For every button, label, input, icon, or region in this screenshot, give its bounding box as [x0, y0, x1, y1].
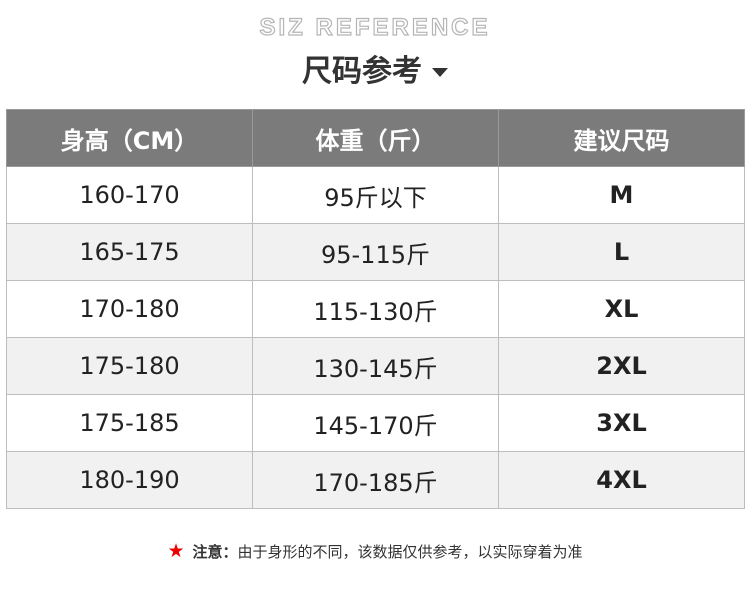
- table-row: 165-175 95-115斤 L: [6, 223, 745, 281]
- cell-weight: 115-130斤: [252, 280, 499, 338]
- column-header-height: 身高（CM）: [6, 109, 253, 167]
- table-row: 175-180 130-145斤 2XL: [6, 337, 745, 395]
- cell-weight: 130-145斤: [252, 337, 499, 395]
- table-row: 160-170 95斤以下 M: [6, 166, 745, 224]
- title-text: 尺码参考: [302, 54, 422, 89]
- cell-weight: 145-170斤: [252, 394, 499, 452]
- note: ★ 注意：由于身形的不同，该数据仅供参考，以实际穿着为准: [0, 540, 750, 562]
- cell-height: 175-185: [6, 394, 253, 452]
- cell-height: 170-180: [6, 280, 253, 338]
- cell-size: XL: [498, 280, 745, 338]
- cell-weight: 95-115斤: [252, 223, 499, 281]
- subtitle: SIZ REFERENCE: [259, 13, 491, 41]
- cell-size: 4XL: [498, 451, 745, 509]
- table-row: 180-190 170-185斤 4XL: [6, 451, 745, 509]
- cell-size: L: [498, 223, 745, 281]
- page-title: 尺码参考: [0, 46, 750, 90]
- size-table: 身高（CM） 体重（斤） 建议尺码 160-170 95斤以下 M 165-175 95…: [6, 109, 745, 509]
- cell-size: M: [498, 166, 745, 224]
- table-header: 身高（CM） 体重（斤） 建议尺码: [6, 109, 745, 167]
- cell-weight: 95斤以下: [252, 166, 499, 224]
- star-icon: ★: [167, 540, 185, 562]
- cell-size: 3XL: [498, 394, 745, 452]
- cell-weight: 170-185斤: [252, 451, 499, 509]
- cell-size: 2XL: [498, 337, 745, 395]
- cell-height: 160-170: [6, 166, 253, 224]
- note-text: 由于身形的不同，该数据仅供参考，以实际穿着为准: [237, 543, 583, 561]
- note-label: 注意：: [192, 543, 238, 561]
- cell-height: 175-180: [6, 337, 253, 395]
- triangle-down-icon: [432, 68, 448, 77]
- cell-height: 180-190: [6, 451, 253, 509]
- column-header-size: 建议尺码: [498, 109, 745, 167]
- table-row: 170-180 115-130斤 XL: [6, 280, 745, 338]
- column-header-weight: 体重（斤）: [252, 109, 499, 167]
- table-row: 175-185 145-170斤 3XL: [6, 394, 745, 452]
- cell-height: 165-175: [6, 223, 253, 281]
